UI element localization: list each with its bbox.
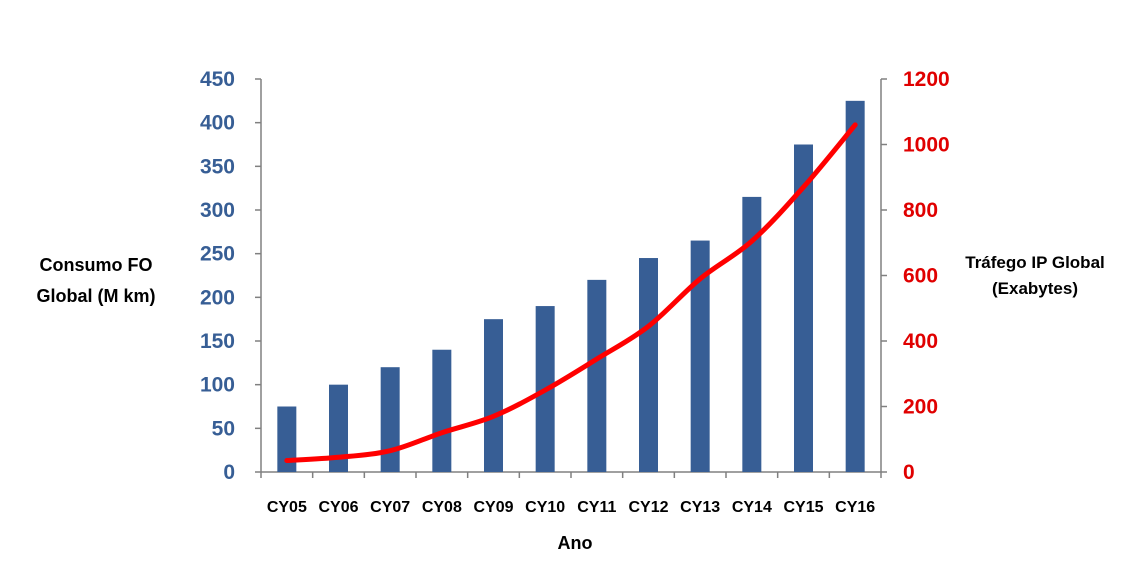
y-left-tick-label: 450 xyxy=(200,68,235,91)
x-tick-label: CY10 xyxy=(525,499,565,516)
y-right-tick-label: 400 xyxy=(903,330,938,353)
y-left-axis-label-line-1: Consumo FO xyxy=(40,255,153,275)
y-right-tick-label: 1200 xyxy=(903,68,950,91)
bar-cy12 xyxy=(639,258,658,472)
x-tick-label: CY13 xyxy=(680,499,720,516)
x-tick-label: CY16 xyxy=(835,499,875,516)
y-left-tick-label: 100 xyxy=(200,374,235,397)
bar-cy07 xyxy=(381,367,400,472)
y-right-tick-label: 1000 xyxy=(903,134,950,157)
bar-cy09 xyxy=(484,319,503,472)
bar-cy11 xyxy=(587,280,606,472)
y-left-axis-label-line-2: Global (M km) xyxy=(36,286,155,306)
x-tick-label: CY06 xyxy=(318,499,358,516)
y-left-tick-label: 400 xyxy=(200,112,235,135)
y-left-tick-label: 250 xyxy=(200,243,235,266)
y-left-tick-label: 300 xyxy=(200,199,235,222)
ticks-group: 0 50 100 150 200 250 300 350 400 450 0 200 400 600 800… xyxy=(200,68,950,516)
x-tick-label: CY12 xyxy=(628,499,668,516)
x-axis-label: Ano xyxy=(558,533,593,553)
x-tick-label: CY09 xyxy=(473,499,513,516)
y-left-tick-label: 0 xyxy=(223,461,235,484)
y-right-tick-label: 0 xyxy=(903,461,915,484)
y-left-tick-label: 150 xyxy=(200,330,235,353)
y-right-tick-label: 200 xyxy=(903,396,938,419)
x-tick-label: CY05 xyxy=(267,499,307,516)
y-right-tick-label: 600 xyxy=(903,265,938,288)
y-right-tick-label: 800 xyxy=(903,199,938,222)
x-tick-label: CY15 xyxy=(783,499,823,516)
y-right-axis-label-line-1: Tráfego IP Global xyxy=(965,253,1105,272)
y-left-tick-label: 200 xyxy=(200,286,235,309)
bar-cy08 xyxy=(432,350,451,472)
x-tick-label: CY14 xyxy=(732,499,772,516)
axes-group xyxy=(255,79,887,478)
x-tick-label: CY07 xyxy=(370,499,410,516)
bar-cy16 xyxy=(846,101,865,472)
line-group xyxy=(287,125,856,461)
y-left-tick-label: 50 xyxy=(212,417,235,440)
x-tick-label: CY08 xyxy=(422,499,462,516)
y-left-tick-label: 350 xyxy=(200,155,235,178)
bars-group xyxy=(277,101,864,472)
ip-traffic-line xyxy=(287,125,855,461)
x-tick-label: CY11 xyxy=(577,499,616,516)
y-right-axis-label-line-2: (Exabytes) xyxy=(992,279,1078,298)
